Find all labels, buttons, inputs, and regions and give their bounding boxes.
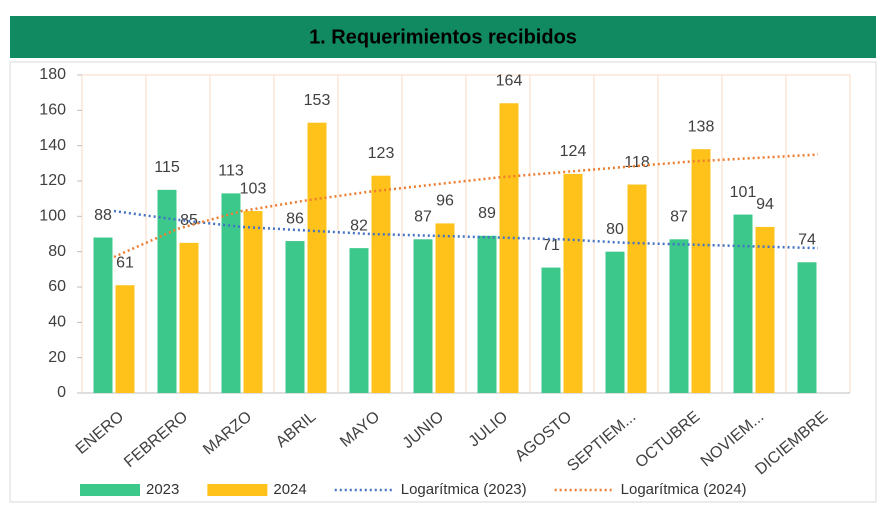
- data-label: 88: [94, 207, 112, 224]
- y-tick-label: 40: [48, 314, 66, 331]
- bar: [477, 235, 497, 393]
- bar: [371, 175, 391, 393]
- bar: [541, 267, 561, 393]
- data-label: 115: [154, 159, 180, 176]
- data-label: 123: [368, 145, 395, 162]
- data-label: 94: [756, 196, 774, 213]
- data-label: 87: [670, 209, 688, 226]
- data-label: 80: [606, 221, 624, 238]
- legend-label: 2024: [273, 481, 306, 498]
- bar: [499, 103, 519, 394]
- data-label: 118: [624, 154, 650, 171]
- y-tick-label: 20: [48, 349, 66, 366]
- data-label: 89: [478, 205, 496, 222]
- y-tick-label: 160: [39, 102, 66, 119]
- bar: [669, 239, 689, 393]
- data-label: 113: [218, 163, 244, 180]
- data-label: 103: [240, 180, 267, 197]
- data-label: 74: [798, 231, 816, 248]
- legend-swatch: [207, 484, 268, 496]
- data-label: 153: [304, 92, 331, 109]
- bar: [285, 241, 305, 393]
- bar: [755, 226, 775, 393]
- data-label: 61: [116, 254, 134, 271]
- y-tick-label: 180: [39, 66, 66, 83]
- legend-label: 2023: [146, 481, 179, 498]
- bar: [733, 214, 753, 393]
- legend-label: Logarítmica (2023): [401, 481, 527, 498]
- bar: [349, 248, 369, 393]
- bar: [243, 211, 263, 393]
- y-tick-label: 0: [57, 384, 66, 401]
- data-label: 138: [688, 118, 715, 135]
- data-label: 124: [560, 143, 587, 160]
- bar: [157, 189, 177, 393]
- data-label: 71: [542, 237, 560, 254]
- bar: [691, 149, 711, 393]
- bar: [115, 285, 135, 393]
- data-label: 101: [730, 184, 757, 201]
- title-bar: [10, 16, 876, 58]
- chart-frame: [9, 61, 877, 503]
- bar: [563, 173, 583, 393]
- y-tick-label: 100: [39, 208, 66, 225]
- bar: [797, 262, 817, 393]
- bar: [221, 193, 241, 393]
- bar: [605, 251, 625, 393]
- legend-swatch: [80, 484, 140, 496]
- bar: [413, 239, 433, 393]
- data-label: 82: [350, 217, 368, 234]
- data-label: 87: [414, 209, 432, 226]
- data-label: 164: [496, 72, 523, 89]
- y-tick-label: 80: [48, 243, 66, 260]
- bar: [307, 122, 327, 393]
- chart-title: 1. Requerimientos recibidos: [309, 26, 577, 48]
- bar: [179, 242, 199, 393]
- bar: [93, 237, 113, 393]
- data-label: 96: [436, 193, 454, 210]
- y-tick-label: 60: [48, 278, 66, 295]
- data-label: 86: [286, 210, 304, 227]
- legend-label: Logarítmica (2024): [621, 481, 747, 498]
- bar: [627, 184, 647, 393]
- bar: [435, 223, 455, 393]
- y-tick-label: 120: [39, 172, 66, 189]
- trend-line: [113, 153, 819, 259]
- y-tick-label: 140: [39, 137, 66, 154]
